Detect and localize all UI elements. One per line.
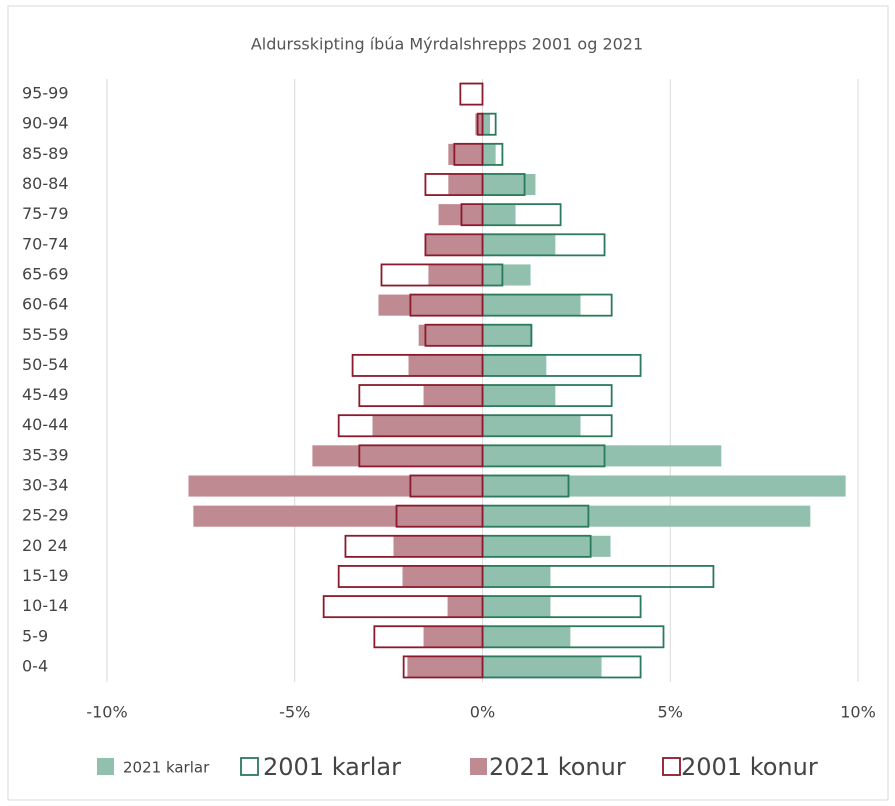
y-tick-label: 90-94 <box>22 114 69 133</box>
y-tick-label: 75-79 <box>22 204 69 223</box>
bar <box>482 505 811 527</box>
legend-label: 2021 konur <box>489 753 626 781</box>
bar <box>475 113 483 135</box>
y-tick-label: 80-84 <box>22 174 69 193</box>
y-tick-label: 5-9 <box>22 626 48 645</box>
legend-label: 2001 karlar <box>263 753 401 781</box>
bar <box>424 173 484 196</box>
bar <box>482 113 491 135</box>
bar <box>312 445 483 467</box>
y-tick-label: 10-14 <box>22 596 69 615</box>
y-tick-label: 15-19 <box>22 566 69 585</box>
bar <box>358 444 484 468</box>
y-tick-label: 25-29 <box>22 506 69 525</box>
y-tick-label: 20 24 <box>22 536 68 555</box>
y-tick-label: 60-64 <box>22 295 69 314</box>
bar <box>423 385 483 407</box>
bar <box>482 234 556 256</box>
bar <box>460 203 484 227</box>
bar <box>482 415 581 437</box>
bar <box>424 323 484 347</box>
bar <box>482 626 571 648</box>
bar <box>393 535 483 557</box>
bar <box>482 445 722 467</box>
bar <box>373 625 484 649</box>
y-tick-label: 35-39 <box>22 445 69 464</box>
bar <box>482 173 536 196</box>
y-tick-label: 0-4 <box>22 656 48 675</box>
x-tick-label: 5% <box>658 703 683 722</box>
bar <box>482 565 551 588</box>
bar <box>447 596 483 618</box>
bar <box>482 475 846 497</box>
bar <box>402 655 484 679</box>
bar <box>482 324 533 346</box>
bar <box>482 385 556 407</box>
bar <box>409 474 484 498</box>
y-tick-label: 65-69 <box>22 264 69 283</box>
bar <box>408 354 483 376</box>
x-tick-label: -10% <box>86 703 127 722</box>
bar <box>322 595 484 619</box>
bar <box>448 173 483 196</box>
bar <box>428 264 483 286</box>
y-tick-label: 45-49 <box>22 385 69 404</box>
y-tick-label: 50-54 <box>22 355 69 374</box>
bar <box>407 656 483 678</box>
bar <box>482 656 602 678</box>
y-tick-label: 40-44 <box>22 415 69 434</box>
bar <box>476 112 484 136</box>
bar <box>337 414 484 438</box>
bar <box>425 234 483 256</box>
bar <box>188 475 483 497</box>
bar <box>482 596 551 618</box>
bar <box>380 263 484 287</box>
bar <box>438 204 483 226</box>
bar <box>448 143 483 165</box>
legend-swatch <box>662 757 681 776</box>
bar <box>193 505 483 527</box>
y-tick-label: 95-99 <box>22 84 69 103</box>
bar <box>459 82 484 106</box>
bar <box>358 384 484 408</box>
bar <box>482 264 531 286</box>
bar <box>378 294 483 316</box>
y-tick-label: 30-34 <box>22 476 69 495</box>
chart-title: Aldursskipting íbúa Mýrdalshrepps 2001 o… <box>251 35 643 54</box>
x-tick-label: 10% <box>840 703 876 722</box>
bar <box>337 565 484 588</box>
legend-swatch <box>97 758 114 775</box>
bar <box>424 233 484 257</box>
x-tick-label: -5% <box>279 703 310 722</box>
legend-label: 2021 karlar <box>123 759 210 777</box>
legend-swatch <box>470 758 487 775</box>
bar <box>402 565 483 588</box>
bar <box>482 143 496 165</box>
x-tick-label: 0% <box>470 703 495 722</box>
y-tick-label: 55-59 <box>22 325 69 344</box>
bar <box>372 415 483 437</box>
bar <box>395 504 484 528</box>
legend-swatch <box>240 757 259 776</box>
y-tick-label: 85-89 <box>22 144 69 163</box>
bar <box>482 294 581 316</box>
bar <box>423 626 483 648</box>
y-tick-label: 70-74 <box>22 234 69 253</box>
bar <box>453 142 484 166</box>
legend-label: 2001 konur <box>681 753 818 781</box>
bar <box>409 293 484 317</box>
bar <box>482 354 547 376</box>
bar <box>351 353 484 377</box>
bar <box>482 204 516 226</box>
bar <box>418 324 483 346</box>
bar <box>344 534 484 558</box>
bar <box>482 535 611 557</box>
